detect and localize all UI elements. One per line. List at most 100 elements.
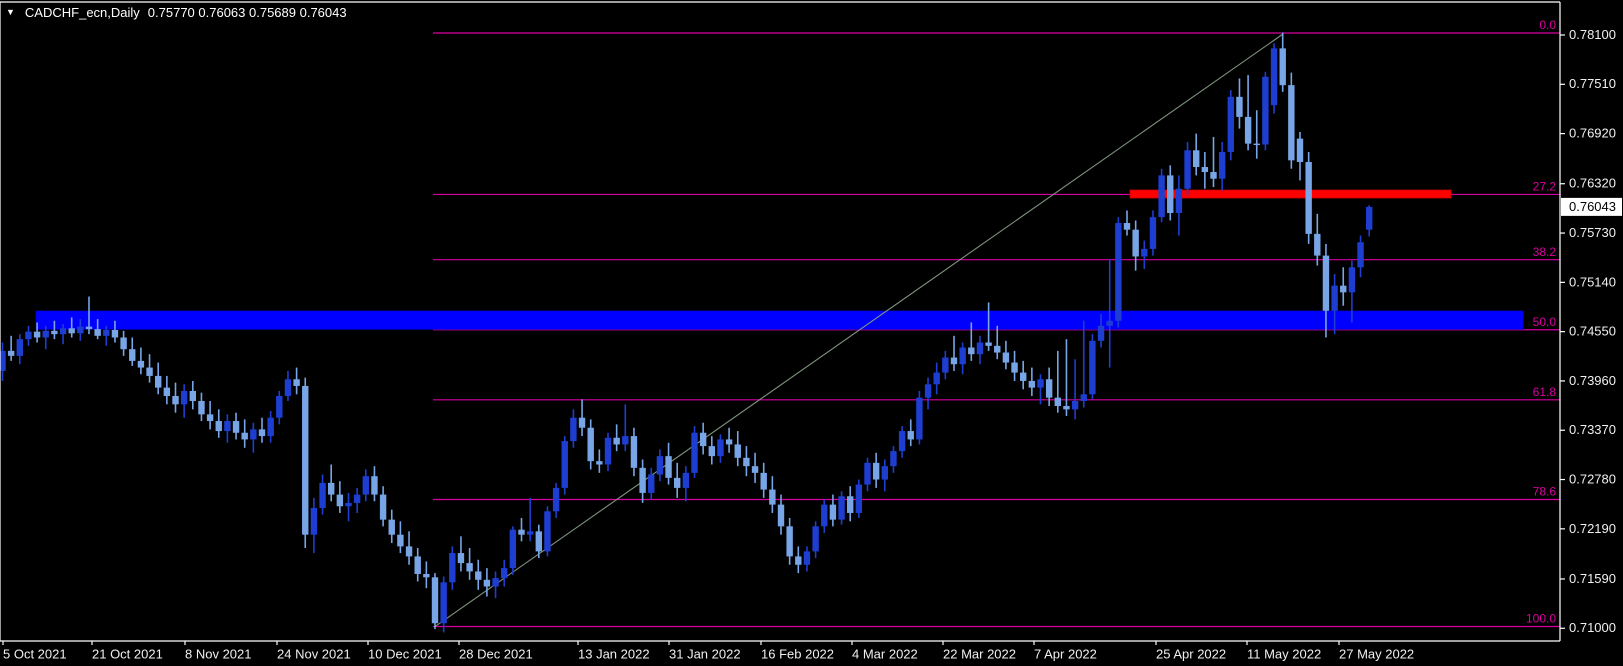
candle-body: [578, 417, 586, 428]
svg-text:11 May 2022: 11 May 2022: [1247, 646, 1321, 661]
candle-body: [751, 466, 759, 473]
candle-body: [1357, 242, 1364, 268]
chart-frame: [0, 1, 1561, 642]
candle-body: [1028, 380, 1036, 388]
candle-body: [94, 329, 101, 336]
candle-body: [475, 571, 482, 580]
candle-body: [622, 436, 629, 445]
candle-body: [224, 421, 231, 432]
demand-zone[interactable]: [35, 310, 1524, 330]
svg-text:16 Feb 2022: 16 Feb 2022: [761, 646, 834, 661]
svg-text:100.0: 100.0: [1526, 612, 1556, 626]
candle-body: [1210, 172, 1217, 179]
candle-body: [1080, 394, 1087, 401]
chevron-down-icon[interactable]: ▼: [6, 7, 15, 17]
candle-body: [241, 432, 248, 440]
candle-body: [916, 397, 923, 440]
candle-body: [1132, 229, 1139, 257]
candle-body: [371, 476, 378, 495]
candle-body: [77, 326, 84, 334]
candle-body: [691, 432, 698, 473]
candle-body: [596, 461, 603, 465]
svg-text:0.72190: 0.72190: [1569, 521, 1616, 536]
svg-text:78.6: 78.6: [1533, 485, 1557, 499]
candle-body: [812, 526, 819, 552]
candle-body: [864, 462, 871, 485]
candle-body: [1020, 372, 1027, 381]
candle-body: [985, 342, 992, 346]
candle-body: [639, 467, 646, 493]
chart-title-bar: ▼ CADCHF_ecn,Daily 0.75770 0.76063 0.75689…: [6, 5, 347, 20]
candle-body: [33, 331, 41, 338]
svg-text:25 Apr 2022: 25 Apr 2022: [1156, 646, 1226, 661]
candle-body: [1063, 406, 1070, 410]
svg-text:22 Mar 2022: 22 Mar 2022: [943, 646, 1016, 661]
candle-body: [449, 553, 456, 583]
candle-body: [1340, 285, 1347, 293]
candle-body: [466, 563, 473, 572]
candle-body: [898, 431, 906, 452]
current-price-marker: 0.76043: [1561, 197, 1622, 216]
candle-body: [25, 331, 32, 340]
candle-body: [994, 345, 1001, 353]
candle-body: [483, 579, 491, 587]
candle-body: [890, 451, 897, 467]
candle-body: [1331, 285, 1338, 311]
candle-body: [544, 511, 551, 552]
svg-text:0.77510: 0.77510: [1569, 76, 1616, 91]
candle-body: [1149, 217, 1157, 249]
candle-body: [976, 342, 984, 355]
candle-body: [276, 395, 283, 418]
svg-text:0.76920: 0.76920: [1569, 126, 1616, 141]
trend-line[interactable]: [434, 33, 1284, 627]
candle-body: [1218, 151, 1226, 179]
candle-body: [397, 534, 404, 547]
candle-body: [267, 417, 274, 437]
svg-text:27.2: 27.2: [1533, 180, 1557, 194]
svg-text:0.73960: 0.73960: [1569, 373, 1616, 388]
candle-body: [561, 441, 568, 488]
candle-body: [847, 496, 854, 513]
candle-body: [198, 400, 205, 415]
candle-body: [855, 484, 863, 513]
candle-body: [1002, 352, 1010, 363]
candle-body: [258, 429, 266, 437]
svg-text:7 Apr 2022: 7 Apr 2022: [1034, 646, 1097, 661]
candle-body: [630, 436, 638, 468]
candle-body: [42, 330, 49, 338]
candle-body: [509, 529, 517, 569]
candle-body: [760, 472, 767, 490]
candle-body: [379, 494, 387, 520]
time-axis[interactable]: 5 Oct 2021 21 Oct 2021 8 Nov 2021 24 Nov 20…: [2, 641, 1414, 661]
candle-body: [336, 494, 344, 507]
candle-body: [345, 502, 352, 507]
fib-labels: 0.0 27.2 38.2 50.0 61.8 78.6 100.0: [1526, 18, 1556, 626]
supply-zone[interactable]: [1129, 189, 1452, 199]
candle-body: [872, 462, 880, 480]
candle-body: [189, 390, 196, 401]
candle-body: [1366, 206, 1373, 230]
candle-body: [319, 482, 326, 508]
candles-layer[interactable]: [0, 32, 1373, 633]
candle-body: [1253, 143, 1260, 146]
svg-text:50.0: 50.0: [1533, 315, 1557, 329]
candle-body: [501, 568, 508, 579]
candle-body: [838, 496, 845, 520]
candle-body: [1123, 223, 1131, 230]
candle-body: [284, 379, 292, 396]
price-zones[interactable]: [35, 189, 1524, 330]
svg-text:8 Nov 2021: 8 Nov 2021: [185, 646, 252, 661]
candle-body: [1045, 379, 1053, 398]
candle-body: [16, 339, 23, 356]
candle-body: [1193, 150, 1200, 168]
candle-body: [717, 439, 724, 457]
svg-text:0.75140: 0.75140: [1569, 274, 1616, 289]
candle-body: [1106, 320, 1113, 326]
candle-body: [725, 439, 733, 445]
candle-body: [457, 553, 465, 564]
price-axis[interactable]: 0.78100 0.77510 0.76920 0.76320 0.75730 0.751…: [1560, 27, 1616, 635]
fibonacci-retracement[interactable]: [433, 32, 1560, 628]
candle-body: [656, 456, 664, 475]
